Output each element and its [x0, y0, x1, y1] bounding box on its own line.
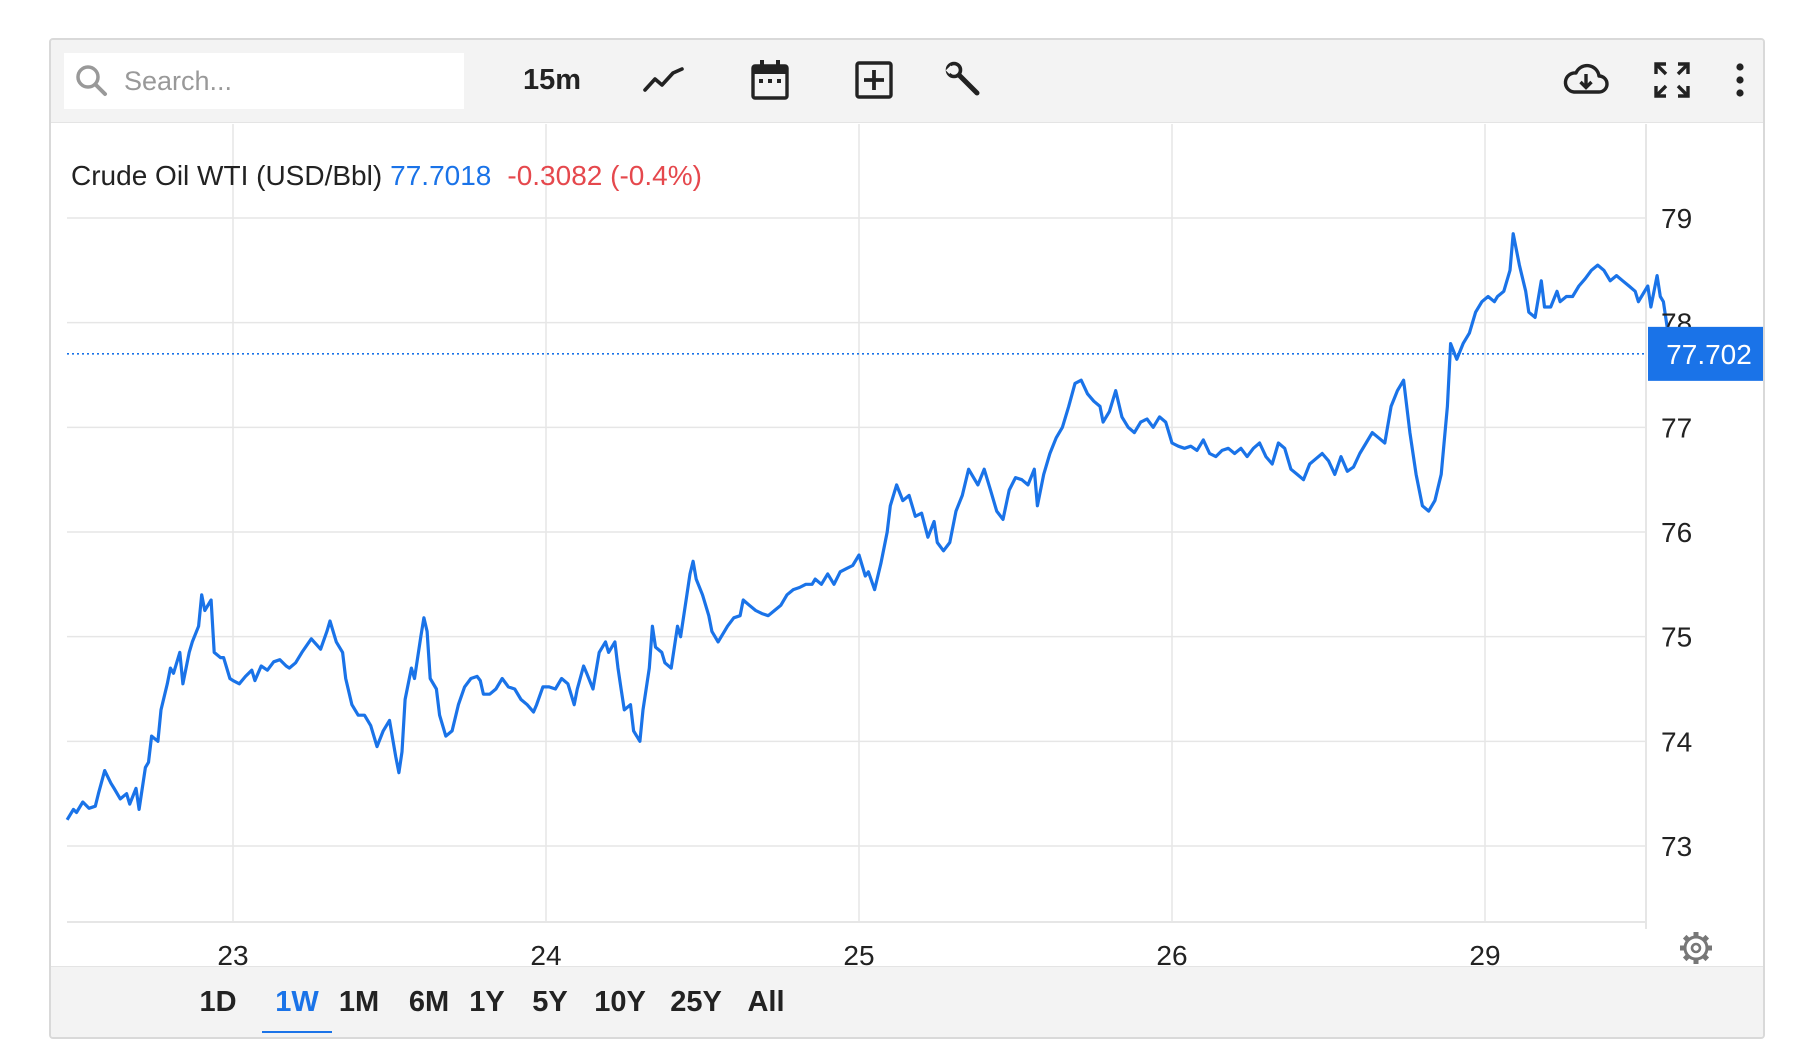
search-box[interactable]: [64, 53, 464, 109]
y-tick-label: 77: [1661, 412, 1692, 443]
range-selector-bar: 1D 1W 1M 6M 1Y 5Y 10Y 25Y All: [51, 966, 1763, 1037]
more-options-button[interactable]: [1715, 58, 1763, 102]
range-button-10y[interactable]: 10Y: [594, 985, 646, 1018]
chart-widget: 15m: [49, 38, 1765, 1039]
cloud-download-icon: [1563, 63, 1609, 94]
fullscreen-icon: [1654, 62, 1690, 98]
y-tick-label: 73: [1661, 831, 1692, 862]
tools-button[interactable]: [931, 58, 997, 102]
price-tag: 77.702: [1648, 326, 1763, 381]
range-button-6m[interactable]: 6M: [408, 985, 450, 1018]
legend-change: -0.3082 (-0.4%): [507, 160, 702, 191]
range-button-1m[interactable]: 1M: [338, 985, 380, 1018]
range-button-5y[interactable]: 5Y: [532, 985, 568, 1018]
search-icon: [76, 65, 107, 96]
x-tick-label: 25: [843, 940, 874, 971]
legend-price: 77.7018: [390, 160, 491, 191]
range-button-1w[interactable]: 1W: [262, 967, 332, 1037]
legend: Crude Oil WTI (USD/Bbl) 77.7018 -0.3082 …: [71, 160, 702, 191]
calendar-icon: [751, 60, 789, 100]
add-comparison-button[interactable]: [841, 58, 907, 102]
x-tick-label: 23: [217, 940, 248, 971]
chart-settings-button[interactable]: [1680, 932, 1712, 964]
date-range-button[interactable]: [737, 58, 803, 102]
search-input[interactable]: [122, 64, 446, 98]
wrench-icon: [945, 61, 980, 96]
chart-type-button[interactable]: [631, 58, 697, 102]
add-box-icon: [855, 61, 893, 99]
settings-gear-icon: [1680, 932, 1712, 964]
x-tick-label: 29: [1469, 940, 1500, 971]
toolbar: 15m: [51, 40, 1763, 123]
range-button-1d[interactable]: 1D: [199, 985, 237, 1018]
range-button-1y[interactable]: 1Y: [469, 985, 505, 1018]
range-button-25y[interactable]: 25Y: [670, 985, 722, 1018]
price-series-line: [65, 232, 1680, 821]
y-tick-label: 79: [1661, 203, 1692, 234]
y-tick-label: 76: [1661, 517, 1692, 548]
line-chart-icon: [643, 67, 684, 92]
fullscreen-button[interactable]: [1639, 58, 1705, 102]
legend-title: Crude Oil WTI (USD/Bbl): [71, 160, 382, 191]
y-tick-label: 74: [1661, 726, 1692, 757]
x-tick-label: 24: [530, 940, 561, 971]
x-tick-label: 26: [1156, 940, 1187, 971]
y-tick-label: 75: [1661, 622, 1692, 653]
interval-selector[interactable]: 15m: [522, 63, 582, 96]
more-vertical-icon: [1736, 63, 1744, 97]
download-button[interactable]: [1553, 58, 1619, 102]
range-button-all[interactable]: All: [747, 985, 785, 1018]
price-tag-label: 77.702: [1666, 339, 1752, 370]
